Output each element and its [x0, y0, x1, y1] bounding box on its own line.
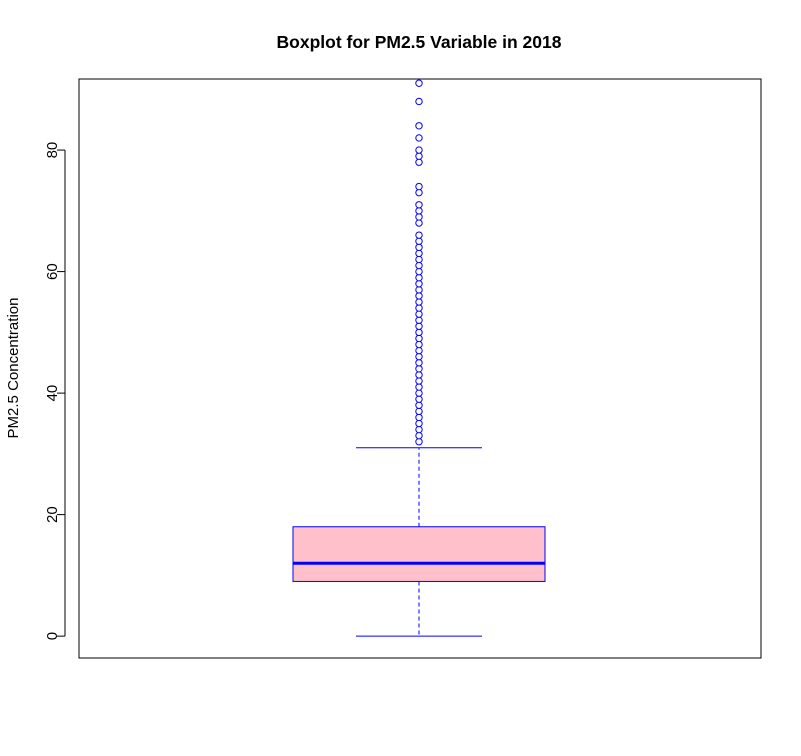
outlier-point — [415, 280, 423, 288]
outlier-point — [415, 152, 423, 160]
y-tick-label: 40 — [44, 385, 61, 402]
outlier-point — [415, 255, 423, 264]
outlier-point — [415, 419, 423, 428]
iqr-box — [292, 526, 546, 582]
outlier-point — [415, 79, 423, 87]
outlier-point — [415, 395, 423, 403]
outlier-point — [415, 182, 423, 191]
outlier-point — [415, 310, 423, 318]
outlier-point — [415, 413, 423, 422]
outlier-point — [415, 207, 423, 215]
outlier-point — [415, 389, 423, 397]
outlier-point — [415, 292, 423, 300]
outlier-point — [415, 438, 423, 446]
outlier-point — [415, 201, 423, 209]
outlier-point — [415, 371, 423, 379]
outlier-point — [415, 249, 423, 258]
outlier-point — [415, 352, 423, 361]
outlier-point — [415, 365, 423, 373]
outlier-point — [415, 304, 423, 312]
outlier-point — [415, 298, 423, 306]
plot-frame — [78, 78, 762, 659]
outlier-point — [415, 383, 423, 391]
outlier-point — [415, 134, 423, 142]
outlier-point — [415, 237, 423, 245]
y-tick-label: 20 — [44, 506, 61, 523]
outlier-point — [415, 328, 423, 337]
outlier-point — [415, 158, 423, 166]
outlier-point — [415, 146, 423, 154]
y-axis: 0 20 40 60 80 — [44, 142, 66, 640]
outlier-point — [415, 377, 423, 385]
outlier-point — [415, 286, 423, 294]
y-tick-label: 0 — [44, 632, 61, 640]
outlier-point — [415, 322, 423, 330]
outlier-point — [415, 267, 423, 276]
outlier-point — [415, 219, 423, 227]
y-tick-label: 80 — [44, 142, 61, 159]
outlier-point — [415, 231, 423, 239]
outlier-point — [415, 359, 423, 367]
y-tick-label: 60 — [44, 263, 61, 280]
outlier-point — [415, 243, 423, 251]
outlier-point — [415, 316, 423, 324]
outlier-point — [415, 261, 423, 270]
outlier-point — [415, 401, 423, 409]
outlier-point — [415, 431, 423, 440]
outlier-point — [415, 213, 423, 221]
outlier-point — [415, 188, 423, 197]
outlier-point — [415, 273, 423, 282]
outlier-point — [415, 334, 423, 343]
outlier-point — [415, 97, 423, 106]
plot-layer — [292, 79, 546, 637]
outlier-point — [415, 407, 423, 416]
y-axis-label: PM2.5 Concentration — [5, 298, 22, 439]
outlier-point — [415, 346, 423, 355]
outlier-point — [415, 122, 423, 130]
chart-title: Boxplot for PM2.5 Variable in 2018 — [277, 32, 562, 52]
outlier-point — [415, 340, 423, 349]
outlier-point — [415, 425, 423, 434]
